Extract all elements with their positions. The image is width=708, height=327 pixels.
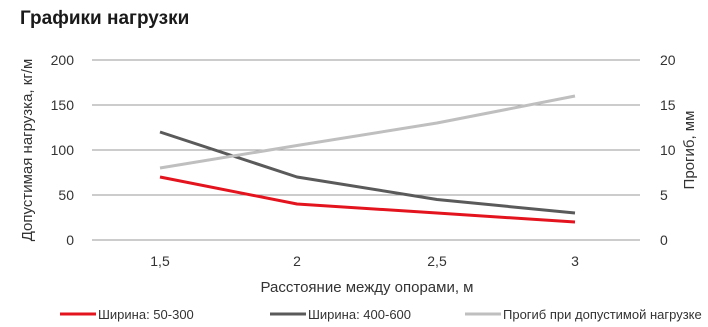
y2-tick-label: 5 bbox=[660, 187, 668, 203]
y2-tick-label: 15 bbox=[660, 97, 676, 113]
axis-ticks: 0 50 100 150 200 0 5 10 15 20 1,5 2 2,5 3 bbox=[51, 52, 676, 269]
legend-label: Ширина: 400-600 bbox=[308, 307, 411, 322]
y-tick-label: 0 bbox=[66, 232, 74, 248]
gridlines bbox=[92, 59, 640, 241]
y-tick-label: 150 bbox=[51, 97, 75, 113]
y2-tick-label: 20 bbox=[660, 52, 676, 68]
chart-title: Графики нагрузки bbox=[20, 8, 190, 29]
legend-label: Прогиб при допустимой нагрузке bbox=[503, 307, 702, 322]
y2-axis-label: Прогиб, мм bbox=[681, 111, 698, 190]
x-axis-label: Расстояние между опорами, м bbox=[261, 279, 474, 296]
series-line bbox=[159, 130, 576, 215]
legend: Ширина: 50-300 Ширина: 400-600 Прогиб при … bbox=[60, 307, 702, 322]
y-tick-label: 100 bbox=[51, 142, 75, 158]
series-line bbox=[159, 94, 576, 170]
y2-tick-label: 0 bbox=[660, 232, 668, 248]
x-tick-label: 2,5 bbox=[427, 253, 447, 269]
y-axis-label: Допустимая нагрузка, кг/м bbox=[19, 59, 36, 242]
x-tick-label: 1,5 bbox=[150, 253, 170, 269]
x-tick-label: 2 bbox=[293, 253, 301, 269]
y2-tick-label: 10 bbox=[660, 142, 676, 158]
series-lines bbox=[159, 94, 576, 224]
y-tick-label: 200 bbox=[51, 52, 75, 68]
y-tick-label: 50 bbox=[58, 187, 74, 203]
x-tick-label: 3 bbox=[571, 253, 579, 269]
series-line bbox=[159, 175, 576, 224]
legend-label: Ширина: 50-300 bbox=[98, 307, 194, 322]
